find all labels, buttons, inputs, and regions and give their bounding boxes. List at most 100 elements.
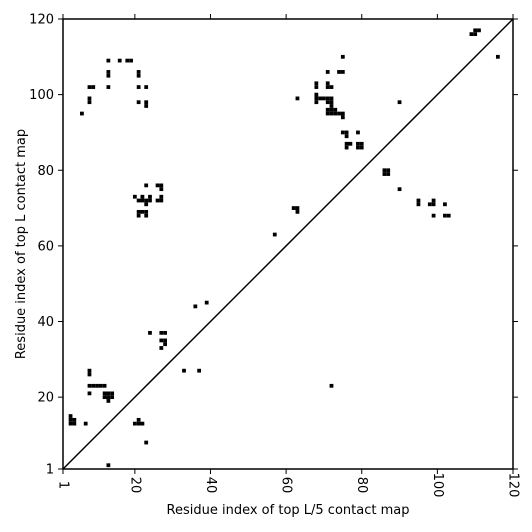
contact-point-upper: [314, 100, 319, 105]
contact-point-upper: [329, 111, 334, 116]
contact-point-upper: [356, 145, 360, 150]
contact-point-upper: [136, 73, 141, 78]
contact-point-upper: [136, 85, 141, 89]
contact-point-upper: [356, 130, 360, 135]
contact-point-upper: [469, 32, 474, 37]
y-tick-label: 60: [37, 239, 54, 254]
y-axis-title: Residue index of top L contact map: [14, 129, 29, 359]
contact-point-upper: [148, 198, 152, 203]
contact-point-lower: [431, 213, 436, 218]
contact-point-upper: [144, 209, 149, 214]
contact-point-lower: [163, 338, 167, 343]
y-tick-label: 40: [37, 315, 54, 330]
contact-point-upper: [144, 104, 149, 108]
contact-point-upper: [348, 141, 353, 146]
contact-point-lower: [182, 368, 186, 373]
diagonal-line: [62, 18, 514, 470]
x-tick-label: 1: [56, 481, 71, 489]
contact-point-upper: [136, 209, 141, 214]
contact-point-lower: [159, 330, 164, 335]
contact-point-upper: [325, 96, 330, 101]
contact-point-upper: [325, 100, 330, 105]
contact-point-lower: [110, 395, 115, 400]
contact-point-upper: [144, 202, 149, 207]
contact-point-upper: [356, 141, 360, 146]
contact-point-lower: [106, 399, 111, 403]
contact-point-upper: [136, 100, 141, 105]
contact-point-lower: [87, 391, 92, 396]
contact-point-upper: [125, 58, 130, 63]
contact-point-lower: [416, 198, 421, 203]
contact-point-lower: [87, 372, 92, 377]
contact-point-upper: [325, 81, 330, 86]
contact-point-upper: [148, 194, 152, 199]
contact-point-lower: [106, 463, 111, 468]
contact-point-upper: [333, 107, 338, 112]
contact-point-upper: [329, 96, 334, 101]
x-tick-label: 60: [279, 477, 294, 494]
contact-point-upper: [337, 111, 341, 116]
contact-point-upper: [144, 100, 149, 105]
contact-point-upper: [159, 194, 164, 199]
contact-point-upper: [132, 194, 137, 199]
contact-point-lower: [68, 421, 73, 426]
contact-point-upper: [325, 111, 330, 116]
contact-point-upper: [397, 100, 402, 105]
contact-point-upper: [144, 183, 149, 188]
contact-point-lower: [91, 383, 96, 388]
contact-point-upper: [136, 198, 141, 203]
contact-point-lower: [87, 383, 92, 388]
y-tick-label: 120: [29, 13, 54, 28]
contact-point-upper: [159, 183, 164, 188]
contact-point-upper: [325, 70, 330, 74]
contact-point-lower: [98, 383, 103, 388]
contact-point-upper: [340, 70, 345, 74]
x-axis-title: Residue index of top L/5 contact map: [167, 503, 410, 518]
contact-point-lower: [204, 300, 209, 305]
contact-point-lower: [72, 417, 77, 422]
contact-point-lower: [83, 421, 88, 426]
plot-layer: [68, 28, 500, 468]
contact-point-upper: [87, 100, 92, 105]
contact-point-upper: [295, 96, 300, 101]
contact-point-lower: [72, 421, 77, 426]
contact-point-upper: [314, 96, 319, 101]
contact-point-lower: [386, 172, 391, 176]
contact-point-lower: [132, 421, 137, 426]
contact-point-lower: [272, 232, 277, 237]
contact-point-upper: [325, 85, 330, 89]
contact-point-lower: [431, 202, 436, 207]
x-tick-label: 40: [203, 477, 218, 494]
contact-point-upper: [359, 145, 364, 150]
contact-point-lower: [295, 206, 300, 210]
contact-point-lower: [443, 213, 447, 218]
x-tick-label: 120: [506, 473, 521, 498]
contact-point-upper: [322, 96, 326, 101]
contact-point-upper: [129, 58, 133, 63]
contact-point-lower: [295, 209, 300, 214]
contact-point-lower: [106, 391, 111, 396]
contact-point-upper: [495, 54, 500, 59]
contact-point-upper: [333, 111, 338, 116]
contact-point-upper: [159, 187, 164, 192]
contact-point-lower: [159, 346, 164, 350]
contact-point-upper: [329, 100, 334, 105]
y-tick-label: 100: [29, 88, 54, 103]
contact-point-lower: [382, 172, 387, 176]
contact-point-upper: [117, 58, 122, 63]
contact-point-lower: [397, 187, 402, 192]
contact-point-lower: [106, 395, 111, 400]
contact-point-upper: [329, 85, 334, 89]
contact-point-lower: [68, 414, 73, 418]
contact-point-lower: [87, 368, 92, 373]
contact-point-upper: [87, 96, 92, 101]
contact-point-upper: [159, 198, 164, 203]
contact-point-lower: [102, 395, 107, 400]
contact-point-upper: [473, 28, 478, 33]
contact-point-upper: [314, 92, 319, 97]
contact-point-upper: [340, 115, 345, 120]
contact-point-upper: [106, 58, 111, 63]
contact-point-upper: [155, 183, 160, 188]
